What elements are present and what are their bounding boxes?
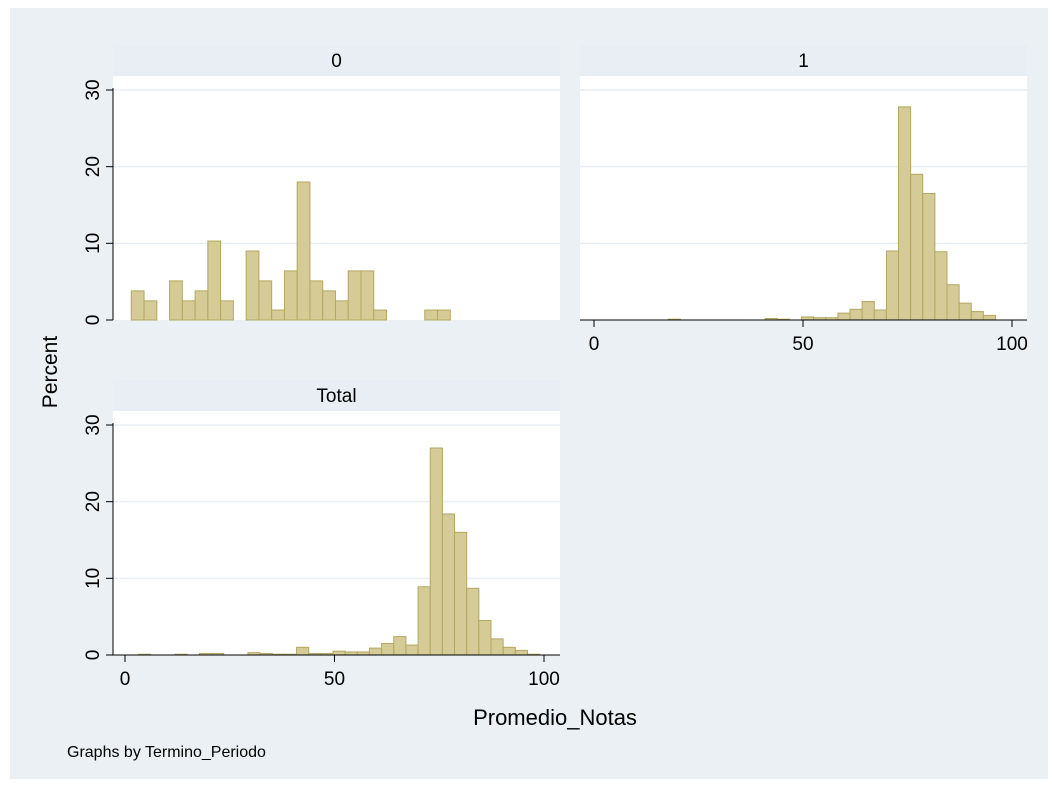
y-tick-label: 20 (83, 156, 104, 177)
panel-strip-2 (113, 380, 560, 411)
bar (934, 251, 948, 321)
y-tick-label: 30 (83, 414, 104, 435)
bar (441, 513, 456, 656)
y-tick-label: 0 (83, 650, 104, 661)
bar (454, 531, 468, 656)
bar (502, 646, 516, 656)
bar (332, 650, 346, 656)
y-tick-label: 20 (83, 491, 104, 512)
y-tick-label: 10 (83, 233, 104, 254)
x-tick-label: 100 (528, 669, 560, 690)
bar (245, 250, 260, 321)
bar (424, 309, 439, 321)
bar (982, 314, 996, 321)
bar (373, 309, 387, 321)
bar (849, 308, 863, 321)
bar (181, 300, 196, 321)
bar (873, 309, 887, 321)
bar (466, 587, 480, 656)
bar (322, 290, 336, 321)
bar (910, 173, 924, 321)
panel-title-1: 1 (798, 51, 809, 72)
bar (958, 302, 972, 321)
bar (271, 309, 285, 321)
bar (207, 240, 222, 321)
plot-area-1 (580, 76, 1027, 320)
bar (478, 620, 492, 656)
x-axis-title: Promedio_Notas (473, 705, 637, 730)
bar (130, 290, 145, 321)
bar (514, 649, 528, 656)
x-tick-label: 0 (120, 669, 131, 690)
bar (429, 447, 443, 656)
x-tick-label: 0 (589, 334, 600, 355)
bar (296, 646, 310, 656)
bar (220, 300, 234, 321)
bar (946, 284, 960, 321)
panel-strip-0 (113, 45, 560, 76)
bar (360, 270, 375, 321)
panel-title-2: Total (316, 386, 356, 407)
y-tick-label: 30 (83, 79, 104, 100)
bar (368, 647, 383, 656)
bar (861, 301, 875, 321)
plot-area-0 (113, 76, 560, 320)
bar (309, 280, 324, 321)
bar (169, 280, 183, 321)
panel-title-0: 0 (331, 51, 342, 72)
bar (296, 181, 311, 321)
bar (437, 309, 451, 321)
y-axis-title: Percent (39, 336, 62, 409)
bar (405, 644, 419, 656)
x-tick-label: 50 (324, 669, 345, 690)
bar (283, 270, 298, 321)
bar (898, 106, 912, 321)
bar (837, 312, 851, 321)
y-tick-label: 0 (83, 315, 104, 326)
bar (417, 586, 431, 656)
graph-note: Graphs by Termino_Periodo (67, 744, 266, 761)
plot-area-2 (113, 411, 560, 655)
bar (970, 311, 984, 321)
bar (143, 300, 158, 321)
x-tick-label: 50 (792, 334, 813, 355)
x-tick-label: 100 (996, 334, 1028, 355)
bar (381, 643, 395, 656)
bar (347, 270, 362, 321)
bar (885, 250, 900, 321)
bar (194, 290, 209, 321)
bar (258, 280, 273, 321)
bar (490, 638, 504, 656)
bar (393, 636, 407, 656)
panel-strip-1 (580, 45, 1027, 76)
bar (334, 300, 349, 321)
y-tick-label: 10 (83, 568, 104, 589)
bar (922, 193, 936, 321)
